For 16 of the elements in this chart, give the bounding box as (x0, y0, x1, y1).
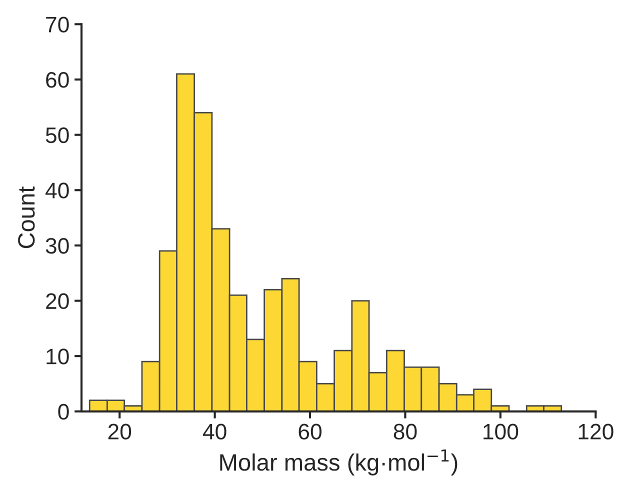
y-axis-title: Count (18, 186, 35, 248)
x-axis-title: Molar mass (kg·mol$^{−1}$) (220, 449, 458, 476)
x-tick-label: 120 (578, 424, 614, 440)
y-tick-label: 10 (46, 348, 69, 364)
y-tick-label: 40 (46, 182, 69, 198)
x-tick-label: 80 (394, 424, 417, 440)
x-tick-label: 20 (108, 424, 132, 440)
y-tick-label: 70 (46, 16, 69, 32)
y-tick-label: 30 (46, 238, 69, 254)
y-tick-label: 0 (58, 404, 69, 420)
y-tick-label: 50 (46, 127, 69, 144)
x-tick-label: 100 (484, 424, 518, 440)
y-tick-label: 60 (46, 72, 69, 88)
x-tick-label: 60 (298, 424, 322, 440)
x-tick-label: 40 (202, 424, 226, 440)
y-tick-label: 20 (46, 293, 69, 310)
